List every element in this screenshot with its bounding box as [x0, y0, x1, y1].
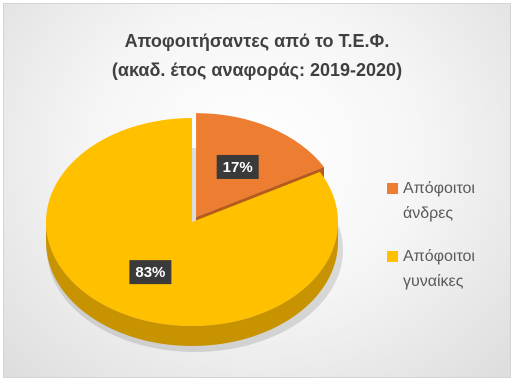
- chart-title-line-2: (ακαδ. έτος αναφοράς: 2019-2020): [111, 60, 403, 80]
- legend-item-women: Απόφοιτοι γυναίκες: [384, 244, 509, 294]
- data-label-1: 83%: [135, 264, 165, 281]
- data-label-box-0: [216, 154, 259, 179]
- legend-swatch-women: [387, 251, 398, 262]
- pie-chart: 17% 83%: [46, 113, 343, 352]
- legend-label-women-line-1: Απόφοιτοι: [403, 248, 475, 265]
- pie-side-1: [46, 222, 338, 346]
- chart-title-line-1: Αποφοιτήσαντες από το Τ.Ε.Φ.: [124, 31, 390, 51]
- legend-label-women-line-2: γυναίκες: [403, 273, 464, 290]
- chart-area: Αποφοιτήσαντες από το Τ.Ε.Φ. (ακαδ. έτος…: [3, 3, 511, 378]
- legend-item-men: Απόφοιτοι άνδρες: [384, 176, 509, 226]
- chart-legend: Απόφοιτοι άνδρες Απόφοιτοι γυναίκες: [384, 176, 509, 312]
- pie-slice-1: [46, 118, 339, 327]
- pie-slice-0: [196, 113, 325, 218]
- legend-swatch-men: [387, 183, 398, 194]
- data-label-box-1: [129, 260, 172, 285]
- legend-label-men-line-2: άνδρες: [403, 205, 454, 222]
- legend-label-men-line-1: Απόφοιτοι: [403, 180, 475, 197]
- data-label-0: 17%: [223, 159, 253, 176]
